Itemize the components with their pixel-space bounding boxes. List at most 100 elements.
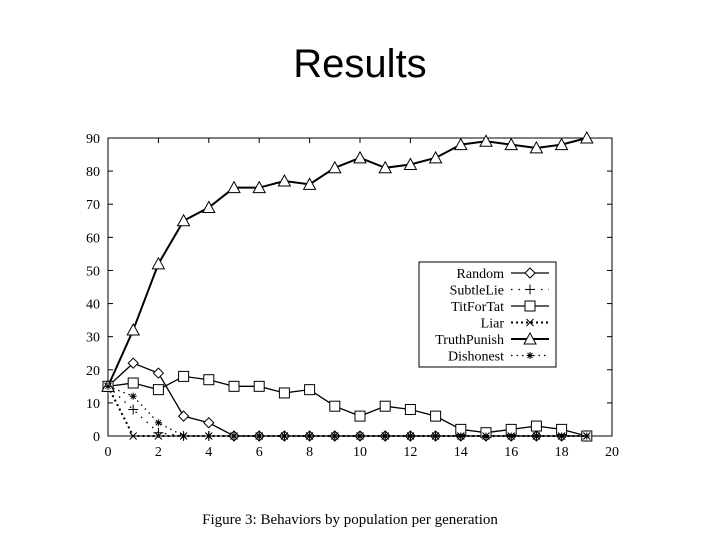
y-tick-label: 0 [93, 430, 100, 445]
data-point [255, 432, 263, 440]
y-tick-label: 50 [86, 264, 100, 279]
data-point [457, 432, 465, 440]
data-point [129, 392, 137, 400]
data-point [277, 174, 292, 187]
slide-title: Results [293, 42, 427, 86]
data-point [205, 432, 213, 440]
series-line [107, 385, 587, 437]
data-point [507, 432, 515, 440]
x-tick-label: 8 [306, 445, 313, 460]
data-point [583, 432, 591, 440]
y-tick-label: 10 [86, 397, 100, 412]
data-point [524, 300, 536, 312]
data-point [203, 417, 215, 429]
data-point [523, 331, 537, 345]
legend-label: SubtleLie [450, 284, 504, 299]
data-point [129, 432, 138, 440]
data-point [329, 400, 341, 412]
data-point [381, 432, 389, 440]
data-point [525, 284, 535, 295]
data-point [331, 432, 339, 440]
legend-label: TitForTat [451, 300, 504, 315]
data-point [526, 352, 534, 359]
y-tick-label: 20 [86, 364, 100, 379]
data-point [479, 134, 493, 147]
data-point [154, 432, 163, 440]
data-point [403, 157, 418, 170]
data-point [428, 150, 443, 164]
data-point [126, 323, 141, 336]
data-point [524, 267, 536, 279]
x-tick-label: 10 [353, 445, 367, 460]
chart-caption: Figure 3: Behaviors by population per ge… [202, 512, 498, 528]
data-point [378, 160, 393, 174]
data-point [353, 150, 367, 164]
x-tick-label: 2 [155, 445, 162, 460]
data-point [356, 432, 364, 440]
data-point [404, 404, 416, 416]
legend-label: Random [457, 267, 505, 282]
y-tick-label: 90 [86, 132, 100, 147]
data-point [327, 160, 342, 174]
data-point [152, 367, 165, 379]
data-point [176, 213, 191, 227]
x-tick-label: 20 [605, 445, 619, 460]
x-tick-label: 6 [256, 445, 263, 460]
y-tick-label: 30 [86, 331, 100, 346]
data-point [203, 374, 215, 386]
data-point [180, 432, 188, 440]
data-point [104, 382, 112, 390]
data-point [354, 410, 366, 422]
data-point [430, 410, 442, 422]
x-tick-label: 0 [105, 445, 112, 460]
data-point [532, 432, 540, 440]
x-tick-label: 4 [205, 445, 212, 460]
y-tick-label: 70 [86, 198, 100, 213]
data-point [406, 432, 414, 440]
data-point [529, 140, 544, 154]
data-point [558, 432, 566, 440]
data-point [227, 180, 241, 194]
chart-series [101, 130, 594, 442]
data-point [253, 380, 265, 392]
data-point [432, 432, 440, 440]
legend-label: Dishonest [448, 350, 504, 365]
series-line [107, 137, 588, 387]
series-dishonest [104, 382, 591, 440]
y-tick-label: 40 [86, 298, 100, 313]
y-tick-label: 60 [86, 231, 100, 246]
data-point [526, 318, 534, 327]
data-point [177, 410, 190, 422]
chart-axes: 0 2 4 6 8 10 12 14 16 18 20 0 10 20 30 40 50 60 70 80 90 [86, 132, 619, 460]
data-point [554, 137, 569, 151]
x-tick-label: 14 [454, 445, 468, 460]
x-tick-label: 12 [403, 445, 417, 460]
data-point [280, 432, 288, 440]
data-point [154, 419, 162, 427]
data-point [530, 420, 542, 432]
data-point [178, 370, 190, 382]
data-point [306, 432, 314, 440]
data-point [504, 137, 519, 151]
data-point [453, 137, 468, 151]
data-point [278, 387, 290, 399]
legend-label: Liar [481, 317, 505, 332]
legend-box [418, 261, 557, 368]
data-point [302, 177, 317, 190]
data-point [379, 400, 391, 412]
data-point [151, 256, 166, 270]
legend-label: TruthPunish [435, 333, 504, 348]
data-point [579, 130, 594, 144]
data-point [128, 404, 139, 415]
data-point [127, 377, 139, 389]
series-titfortat [102, 370, 593, 442]
data-point [304, 384, 316, 396]
data-point [127, 357, 139, 369]
y-tick-label: 80 [86, 165, 100, 180]
data-point [482, 432, 490, 440]
data-point [152, 384, 164, 396]
data-point [228, 380, 240, 392]
x-tick-label: 18 [555, 445, 569, 460]
